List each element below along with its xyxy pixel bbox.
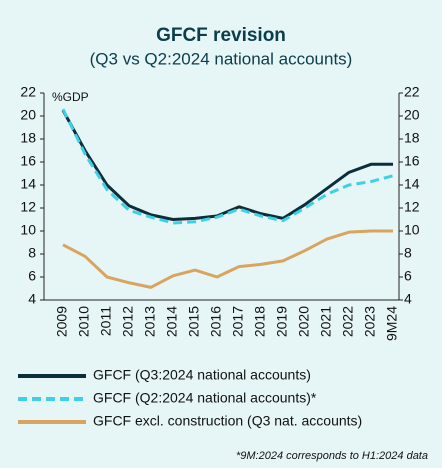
x-tick-label: 2018 xyxy=(252,306,268,337)
y2-tick-label: 10 xyxy=(404,222,420,238)
y-tick-label: 12 xyxy=(20,199,36,215)
x-tick-label: 2014 xyxy=(164,306,180,337)
x-tick-label: 2023 xyxy=(362,306,378,337)
x-tick-label: 2011 xyxy=(98,306,114,336)
footnote: *9M:2024 corresponds to H1:2024 data xyxy=(236,450,428,462)
line-series xyxy=(61,108,394,225)
y-tick-label: 22 xyxy=(20,84,36,100)
legend-label: GFCF (Q3:2024 national accounts) xyxy=(93,367,311,383)
y2-tick-label: 6 xyxy=(404,268,412,284)
y-tick-label: 18 xyxy=(20,130,36,146)
x-tick-label: 2022 xyxy=(340,306,356,337)
x-tick-label: 9M24 xyxy=(384,306,400,341)
y-axis-label: %GDP xyxy=(52,90,89,104)
y-tick-label: 6 xyxy=(28,268,36,284)
y2-tick-label: 8 xyxy=(404,245,412,261)
y-tick-label: 14 xyxy=(20,176,36,192)
x-tick-label: 2013 xyxy=(142,306,158,337)
x-tick-label: 2019 xyxy=(274,306,290,337)
x-tick-label: 2016 xyxy=(208,306,224,337)
line-series xyxy=(62,229,393,289)
y2-tick-label: 16 xyxy=(404,153,420,169)
y2-tick-label: 18 xyxy=(404,130,420,146)
chart-title: GFCF revision xyxy=(156,25,286,46)
y2-tick-label: 4 xyxy=(404,291,412,307)
x-tick-label: 2015 xyxy=(186,306,202,337)
legend-label: GFCF (Q2:2024 national accounts)* xyxy=(93,390,317,406)
y-tick-label: 10 xyxy=(20,222,36,238)
y2-tick-label: 20 xyxy=(404,107,420,123)
legend-label: GFCF excl. construction (Q3 nat. account… xyxy=(93,413,362,429)
x-tick-label: 2012 xyxy=(120,306,136,337)
y2-tick-label: 14 xyxy=(404,176,420,192)
x-tick-label: 2021 xyxy=(318,306,334,337)
y-tick-label: 8 xyxy=(28,245,36,261)
chart-subtitle: (Q3 vs Q2:2024 national accounts) xyxy=(90,49,353,68)
x-tick-label: 2020 xyxy=(296,306,312,337)
y-tick-label: 20 xyxy=(20,107,36,123)
y-tick-label: 4 xyxy=(28,291,36,307)
x-tick-label: 2017 xyxy=(230,306,246,337)
y-tick-label: 16 xyxy=(20,153,36,169)
x-tick-label: 2009 xyxy=(54,306,70,337)
y2-tick-label: 12 xyxy=(404,199,420,215)
x-tick-label: 2010 xyxy=(76,306,92,337)
y2-tick-label: 22 xyxy=(404,84,420,100)
line-series xyxy=(61,109,393,221)
